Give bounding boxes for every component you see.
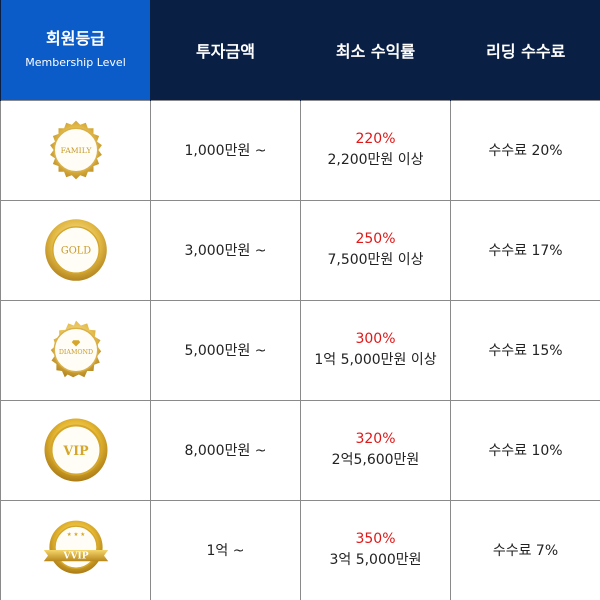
return-rate: 350% <box>355 531 396 547</box>
fee-cell: 수수료 17% <box>450 199 600 301</box>
gold-badge-icon: GOLD <box>44 219 107 281</box>
return-rate: 250% <box>355 231 396 247</box>
table-header-row: 회원등급 Membership Level 투자금액 최소 수익률 리딩 수수료 <box>0 0 600 100</box>
table-row: VIP 8,000만원 ~ 320% 2억5,600만원 수수료 10% <box>0 399 600 501</box>
min-return-amount: 3억 5,000만원 <box>329 552 422 568</box>
investment-cell: 1,000만원 ~ <box>150 99 301 201</box>
return-rate: 320% <box>355 431 396 447</box>
investment-cell: 3,000만원 ~ <box>150 199 301 301</box>
min-return-cell: 350% 3억 5,000만원 <box>300 499 451 600</box>
badge-label: VVIP <box>62 550 88 561</box>
badge-label: FAMILY <box>60 146 92 155</box>
diamond-badge-icon: DIAMOND <box>50 320 101 378</box>
return-rate: 300% <box>355 331 396 347</box>
min-return-amount: 2억5,600만원 <box>331 452 420 468</box>
family-badge-icon: FAMILY <box>49 120 102 180</box>
svg-text:★ ★ ★: ★ ★ ★ <box>66 531 85 538</box>
fee-cell: 수수료 7% <box>450 499 600 600</box>
badge-cell: VIP <box>0 399 151 501</box>
badge-cell: ★ ★ ★ VVIP <box>0 499 151 600</box>
min-return-cell: 300% 1억 5,000만원 이상 <box>300 299 451 401</box>
badge-cell: DIAMOND <box>0 299 151 401</box>
investment-cell: 5,000만원 ~ <box>150 299 301 401</box>
membership-level-title: 회원등급 <box>46 28 105 48</box>
vvip-badge-icon: ★ ★ ★ VVIP <box>43 520 108 574</box>
table-row: ★ ★ ★ VVIP 1억 ~ 350% 3억 5,000만원 수수료 7% <box>0 499 600 600</box>
fee-cell: 수수료 20% <box>450 99 600 201</box>
vip-badge-icon: VIP <box>44 418 107 482</box>
min-return-amount: 2,200만원 이상 <box>327 152 424 168</box>
badge-cell: FAMILY <box>0 99 151 201</box>
badge-cell: GOLD <box>0 199 151 301</box>
min-return-amount: 1억 5,000만원 이상 <box>314 352 437 368</box>
table-row: DIAMOND 5,000만원 ~ 300% 1억 5,000만원 이상 수수료… <box>0 299 600 401</box>
investment-header: 투자금액 <box>150 0 301 100</box>
membership-level-header: 회원등급 Membership Level <box>0 0 151 100</box>
table-row: GOLD 3,000만원 ~ 250% 7,500만원 이상 수수료 17% <box>0 199 600 301</box>
fee-cell: 수수료 10% <box>450 399 600 501</box>
leading-fee-header: 리딩 수수료 <box>450 0 600 100</box>
min-return-cell: 250% 7,500만원 이상 <box>300 199 451 301</box>
investment-cell: 8,000만원 ~ <box>150 399 301 501</box>
badge-label: GOLD <box>60 246 90 257</box>
fee-cell: 수수료 15% <box>450 299 600 401</box>
membership-level-subtitle: Membership Level <box>25 55 126 69</box>
investment-cell: 1억 ~ <box>150 499 301 600</box>
min-return-cell: 320% 2억5,600만원 <box>300 399 451 501</box>
return-rate: 220% <box>355 131 396 147</box>
min-return-amount: 7,500만원 이상 <box>327 252 424 268</box>
min-return-header: 최소 수익률 <box>300 0 451 100</box>
table-row: FAMILY 1,000만원 ~ 220% 2,200만원 이상 수수료 20% <box>0 99 600 201</box>
badge-label: DIAMOND <box>58 349 92 356</box>
badge-label: VIP <box>62 443 89 458</box>
min-return-cell: 220% 2,200만원 이상 <box>300 99 451 201</box>
